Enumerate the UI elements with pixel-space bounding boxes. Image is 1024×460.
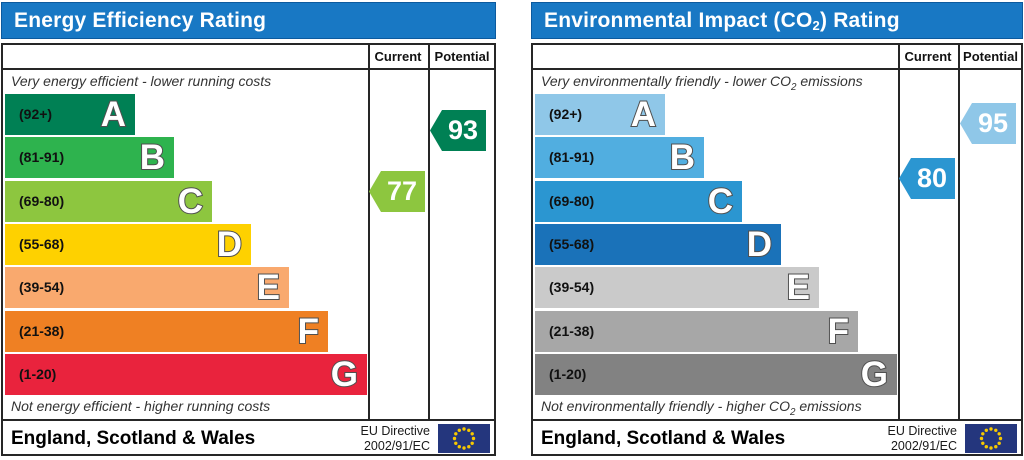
band-f-range: (21-38) [549, 323, 595, 339]
energy-efficiency-chart: Energy Efficiency Rating Current Potenti… [1, 0, 496, 460]
band-a-letter: A [100, 94, 127, 135]
potential-rating-arrow: 95 [960, 103, 1016, 144]
band-f-range: (21-38) [19, 323, 65, 339]
band-c: (69-80) C [5, 181, 212, 222]
eu-directive-label: EU Directive 2002/91/EC [887, 423, 957, 453]
eu-flag-icon [438, 424, 490, 453]
band-a-range: (92+) [549, 106, 583, 122]
column-divider [368, 45, 370, 419]
band-c-range: (69-80) [19, 193, 65, 209]
band-a-letter: A [630, 94, 657, 135]
band-b-range: (81-91) [19, 149, 65, 165]
band-b-letter: B [669, 137, 696, 178]
band-f: (21-38) F [5, 311, 328, 352]
band-e-range: (39-54) [549, 279, 595, 295]
rating-table: Current Potential Very energy efficient … [1, 43, 496, 456]
chart-title: Environmental Impact (CO2) Rating [544, 9, 900, 34]
header-divider [3, 68, 494, 70]
footer-divider [533, 419, 1021, 421]
eu-flag-icon [965, 424, 1017, 453]
band-d: (55-68) D [5, 224, 251, 265]
band-c-range: (69-80) [549, 193, 595, 209]
bottom-caption: Not environmentally friendly - higher CO… [541, 398, 862, 418]
band-g: (1-20) G [535, 354, 897, 395]
top-caption: Very environmentally friendly - lower CO… [541, 73, 863, 93]
band-f-letter: F [297, 311, 320, 352]
current-rating-value: 77 [386, 176, 418, 206]
band-c-letter: C [177, 181, 204, 222]
band-e: (39-54) E [535, 267, 819, 308]
current-rating-value: 80 [916, 163, 948, 193]
potential-rating-value: 95 [977, 108, 1009, 138]
region-label: England, Scotland & Wales [541, 428, 786, 449]
environmental-impact-chart: Environmental Impact (CO2) Rating Curren… [531, 0, 1023, 460]
band-d-range: (55-68) [19, 236, 65, 252]
band-e-range: (39-54) [19, 279, 65, 295]
band-g-range: (1-20) [549, 366, 587, 382]
potential-column-header: Potential [963, 49, 1018, 64]
band-c: (69-80) C [535, 181, 742, 222]
chart-title-bar: Environmental Impact (CO2) Rating [531, 2, 1023, 39]
eu-directive-block: EU Directive 2002/91/EC [361, 422, 490, 455]
band-b-letter: B [139, 137, 166, 178]
column-divider [898, 45, 900, 419]
band-g: (1-20) G [5, 354, 367, 395]
potential-rating-value: 93 [447, 115, 479, 145]
current-column-header: Current [904, 49, 952, 64]
band-b: (81-91) B [535, 137, 704, 178]
column-divider [428, 45, 430, 419]
chart-title: Energy Efficiency Rating [14, 9, 267, 32]
band-d-letter: D [746, 224, 773, 265]
band-a: (92+) A [535, 94, 665, 135]
region-label: England, Scotland & Wales [11, 428, 256, 449]
current-rating-arrow: 80 [899, 158, 955, 199]
current-rating-arrow: 77 [369, 171, 425, 212]
bottom-caption: Not energy efficient - higher running co… [11, 398, 271, 414]
current-column-header: Current [374, 49, 422, 64]
band-g-letter: G [330, 354, 359, 395]
top-caption: Very energy efficient - lower running co… [11, 73, 272, 89]
potential-rating-arrow: 93 [430, 110, 486, 151]
footer-divider [3, 419, 494, 421]
potential-column-header: Potential [434, 49, 490, 64]
column-divider [958, 45, 960, 419]
band-a: (92+) A [5, 94, 135, 135]
band-d-range: (55-68) [549, 236, 595, 252]
band-e-letter: E [786, 267, 811, 308]
eu-directive-label: EU Directive 2002/91/EC [360, 423, 430, 453]
band-a-range: (92+) [19, 106, 53, 122]
chart-title-bar: Energy Efficiency Rating [1, 2, 496, 39]
band-d: (55-68) D [535, 224, 781, 265]
eu-directive-block: EU Directive 2002/91/EC [888, 422, 1017, 455]
band-g-letter: G [860, 354, 889, 395]
band-b: (81-91) B [5, 137, 174, 178]
header-divider [533, 68, 1021, 70]
band-f: (21-38) F [535, 311, 858, 352]
band-e-letter: E [256, 267, 281, 308]
rating-table: Current Potential Very environmentally f… [531, 43, 1023, 456]
band-e: (39-54) E [5, 267, 289, 308]
band-f-letter: F [827, 311, 850, 352]
band-d-letter: D [216, 224, 243, 265]
band-g-range: (1-20) [19, 366, 57, 382]
band-b-range: (81-91) [549, 149, 595, 165]
band-c-letter: C [707, 181, 734, 222]
